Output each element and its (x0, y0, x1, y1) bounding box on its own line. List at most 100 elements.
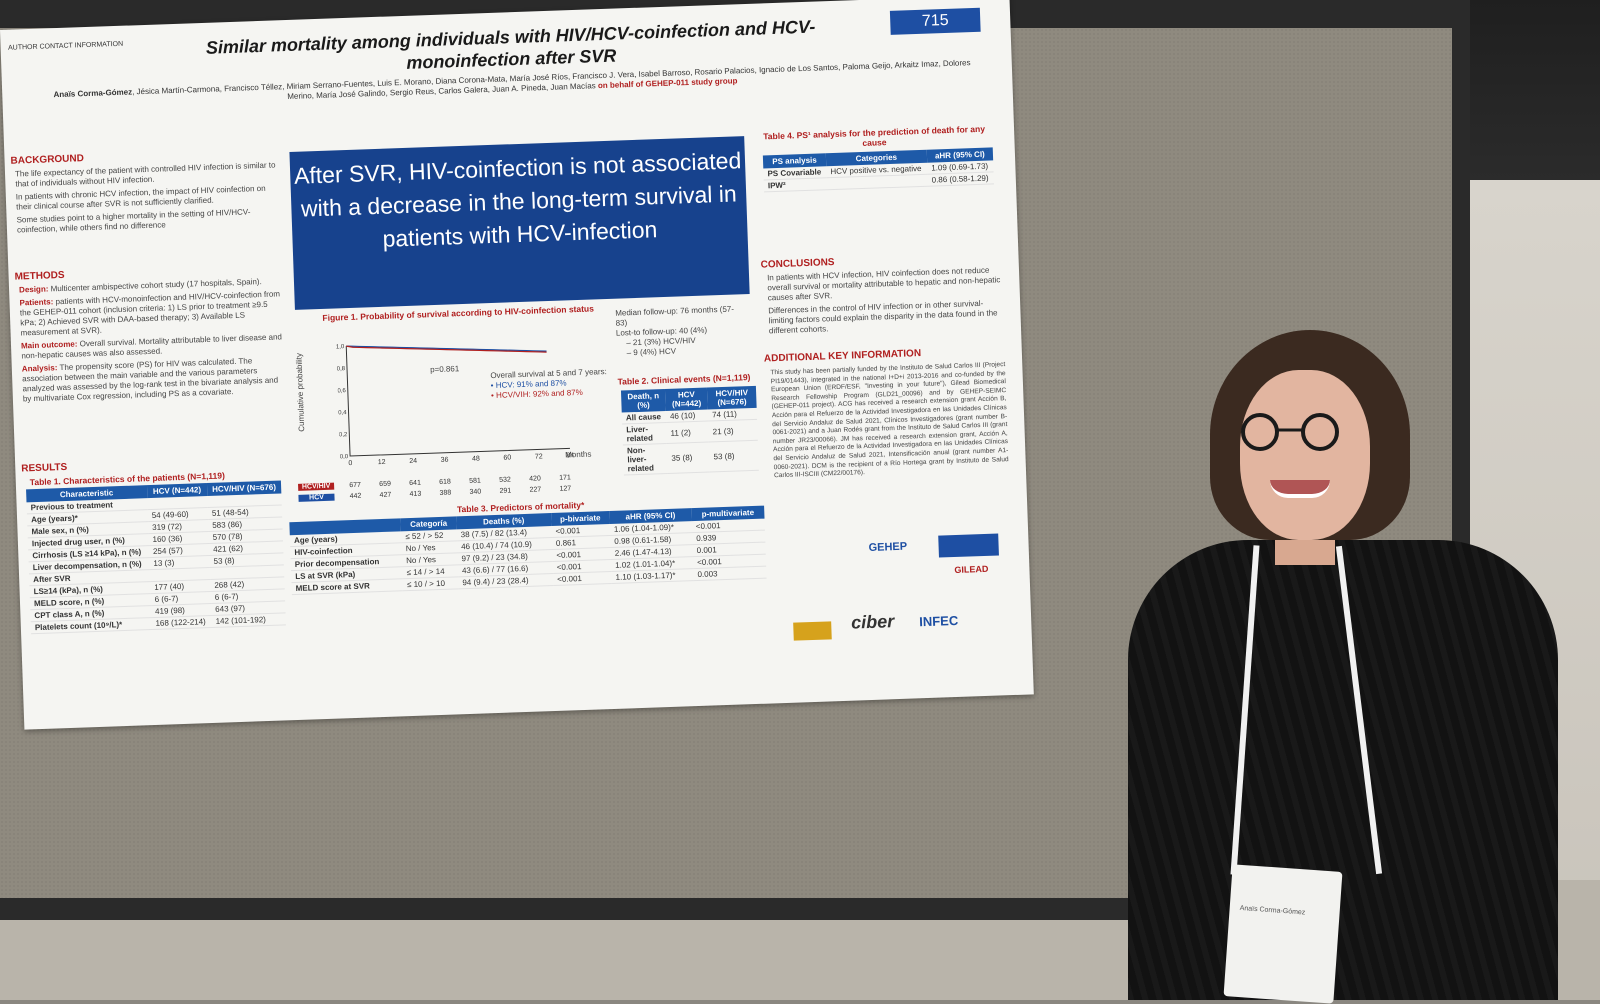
table4-cell: 0.86 (0.58-1.29) (927, 171, 994, 187)
poster-number: 715 (889, 7, 981, 35)
gilead-logo: GILEAD (954, 563, 989, 576)
followup-list: Median follow-up: 76 months (57-83) Lost… (615, 304, 747, 359)
table2-cell: 11 (2) (666, 421, 710, 444)
table4-cell: IPW² (763, 177, 828, 192)
table1-cell: 168 (122-214) (151, 615, 212, 630)
risk-count: 171 (559, 474, 571, 482)
patients-text: patients with HCV-monoinfection and HIV/… (19, 289, 281, 338)
risk-count: 641 (409, 479, 422, 487)
person-smile (1270, 480, 1330, 498)
table1-cell: 142 (101-192) (211, 612, 286, 628)
table2-header-cell: HCV (N=442) (665, 387, 708, 411)
table3-cell: <0.001 (552, 571, 612, 586)
risk-count: 442 (349, 492, 362, 501)
risk-count: 618 (439, 478, 452, 486)
risk-count: 581 (469, 477, 481, 485)
conclusion-item: Differences in the control of HIV infect… (768, 298, 998, 336)
x-tick-label: 12 (378, 459, 386, 466)
table2-cell: 21 (3) (708, 419, 758, 443)
table2-cell: 53 (8) (709, 440, 759, 472)
table4-cell (826, 174, 928, 190)
risk-count: 227 (529, 486, 542, 494)
y-tick-label: 0,6 (337, 388, 346, 394)
table3-cell: MELD score at SVR (291, 578, 404, 595)
y-tick-label: 0,8 (337, 366, 346, 372)
x-tick-label: 84 (566, 452, 574, 459)
risk-count: 427 (379, 491, 392, 500)
risk-count: 420 (529, 475, 541, 483)
patients-label: Patients: (19, 297, 54, 308)
p-value: p=0.861 (429, 364, 460, 375)
y-axis-label: Cumulative probability (294, 352, 307, 432)
risk-count: 291 (499, 487, 512, 495)
ciber-logo: ciber (850, 611, 895, 633)
table3-cell: 94 (9.4) / 23 (28.4) (458, 573, 554, 589)
table4-caption: Table 4. PS¹ analysis for the prediction… (763, 123, 986, 148)
risk-count: 413 (409, 490, 422, 498)
risk-row-label: HCV/HIV (298, 482, 335, 491)
conclusions-text: In patients with HCV infection, HIV coin… (767, 265, 1004, 339)
badge-name: Anaïs Corma-Gómez (1239, 904, 1306, 917)
table1: Characteristic HCV (N=442) HCV/HIV (N=676)… (26, 480, 286, 634)
glasses-icon (1241, 413, 1339, 451)
table2-row: Non-liver-related 35 (8) 53 (8) (622, 440, 759, 475)
additional-info-text: This study has been partially funded by … (770, 361, 1009, 480)
spain-government-icon (793, 621, 832, 641)
table2-cell: 35 (8) (666, 442, 711, 474)
table2-header-cell: Death, n (%) (620, 389, 666, 413)
number-at-risk-table: HCV/HIV 677 659 641 618 581 532 420 171 HCV 442 427… (298, 472, 589, 504)
chart-axes (345, 346, 570, 457)
infec-logo: INFEC (918, 612, 959, 630)
table3: Categoría Deaths (%) p-bivariate aHR (95% C… (289, 505, 767, 596)
table2-caption: Table 2. Clinical events (N=1,119) (617, 372, 751, 387)
x-tick-label: 60 (503, 454, 511, 461)
person-sweater (1128, 540, 1558, 1000)
conclusion-item: In patients with HCV infection, HIV coin… (766, 265, 1001, 303)
design-label: Design: (18, 284, 49, 295)
conclusions-heading: CONCLUSIONS (760, 257, 835, 271)
background-heading: BACKGROUND (10, 153, 85, 167)
risk-count: 677 (349, 481, 362, 490)
analysis-label: Analysis: (21, 363, 58, 374)
x-tick-label: 48 (472, 456, 480, 463)
results-heading: RESULTS (21, 461, 68, 475)
methods-heading: METHODS (14, 269, 65, 283)
risk-count: 659 (379, 480, 392, 489)
survival-note: Overall survival at 5 and 7 years: • HCV… (490, 367, 621, 402)
table3-cell: 0.003 (693, 566, 767, 581)
x-tick-label: 0 (348, 460, 352, 466)
y-tick-label: 0,2 (339, 432, 348, 438)
survival-curve-chart: 0 12 24 36 48 60 72 84 0,0 0,2 0,4 0,6 0,8 1,0 (336, 344, 574, 466)
table2-header-cell: HCV/HIV (N=676) (707, 385, 757, 410)
gehep-logo: GEHEP (868, 540, 908, 554)
risk-row-label: HCV (298, 493, 335, 502)
name-badge: Anaïs Corma-Gómez (1223, 864, 1343, 1004)
hcv-survival-line (346, 345, 547, 352)
eu-flag-icon (938, 533, 999, 558)
risk-count: 127 (559, 485, 572, 493)
author-contact: AUTHOR CONTACT INFORMATION (7, 40, 124, 52)
table2: Death, n (%) HCV (N=442) HCV/HIV (N=676) Al… (620, 385, 759, 476)
analysis-text: The propensity score (PS) for HIV was ca… (22, 356, 279, 404)
scientific-poster: AUTHOR CONTACT INFORMATION Similar morta… (0, 0, 1034, 730)
table3-cell: 1.10 (1.03-1.17)* (611, 568, 694, 584)
background-text: The life expectancy of the patient with … (15, 160, 282, 238)
presenting-author: Anaïs Corma-Gómez (53, 87, 133, 100)
additional-info-heading: ADDITIONAL KEY INFORMATION (763, 348, 922, 365)
risk-count: 532 (499, 476, 511, 484)
y-tick-label: 0,0 (340, 454, 349, 460)
table2-cell: Non-liver-related (622, 443, 668, 475)
y-tick-label: 1,0 (336, 344, 345, 350)
methods-text: Design: Multicenter ambispective cohort … (19, 276, 288, 407)
main-message-box: After SVR, HIV-coinfection is not associ… (289, 136, 750, 310)
table3-cell: ≤ 10 / > 10 (402, 576, 459, 591)
table2-cell: Liver-related (622, 422, 667, 446)
y-tick-label: 0,4 (338, 410, 347, 416)
person-face (1240, 370, 1370, 540)
risk-count: 388 (439, 489, 452, 497)
x-axis-label: Months (565, 449, 592, 460)
x-tick-label: 36 (441, 457, 449, 464)
x-tick-label: 72 (535, 453, 543, 460)
risk-count: 340 (469, 488, 482, 496)
